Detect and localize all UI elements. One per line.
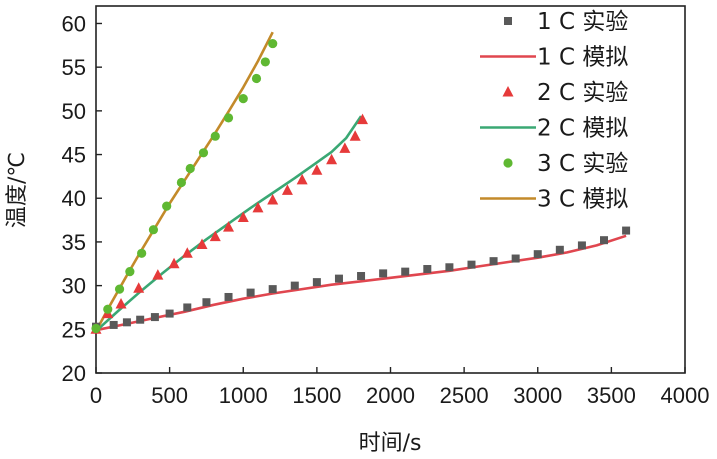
series-line-1 [95,234,627,332]
data-point [115,297,127,309]
series-points-0 [92,226,631,331]
data-point [252,201,264,213]
legend-swatch [503,158,513,168]
y-tick-label: 25 [62,317,86,342]
y-tick-label: 30 [62,274,86,299]
data-point [577,241,586,250]
data-point [379,269,388,278]
data-point [103,304,113,314]
data-point [150,313,159,322]
data-point [296,173,308,185]
data-point [251,73,262,84]
data-point [162,201,172,211]
data-point [268,38,278,49]
data-point [511,254,520,263]
data-point [152,269,164,280]
legend-label: 3 C 模拟 [537,187,628,213]
data-point [165,309,174,318]
data-point [109,320,118,329]
data-point [137,248,147,258]
data-point [268,285,277,294]
data-point [357,272,366,281]
data-point [357,113,369,125]
data-point [223,221,235,232]
data-point [467,260,476,269]
data-point [125,267,135,277]
data-point [339,142,351,153]
x-tick-label: 2000 [366,383,415,408]
data-point [91,323,101,334]
data-point [202,298,211,307]
legend-label: 3 C 实验 [537,151,628,177]
data-point [224,292,233,301]
x-tick-label: 1500 [292,383,341,408]
x-tick-label: 3000 [513,383,562,408]
data-point [290,281,299,290]
legend-swatch [504,17,512,25]
x-axis-title: 时间/s [359,431,422,456]
data-point [423,265,432,274]
series-points-4 [91,38,278,334]
y-tick-label: 40 [62,186,86,211]
data-point [122,318,131,327]
data-point [326,153,338,165]
y-tick-label: 45 [62,143,86,168]
data-point [168,257,180,269]
legend-label: 1 C 模拟 [537,45,628,71]
legend-label: 2 C 实验 [537,80,628,106]
data-point [237,211,249,222]
data-point [489,257,498,266]
y-tick-label: 55 [62,55,86,80]
data-point [209,230,221,242]
data-point [114,284,125,294]
y-axis-ticks: 20 25 30 35 40 45 50 55 60 [62,11,102,386]
x-tick-label: 2500 [440,383,489,408]
data-point [133,282,145,293]
x-tick-label: 0 [90,383,102,408]
x-tick-label: 500 [151,383,188,408]
data-point [334,274,343,283]
data-point [401,267,410,276]
x-tick-label: 3500 [587,383,636,408]
data-point [600,236,609,245]
data-point [183,303,192,312]
data-point [185,163,195,174]
data-point [181,247,193,258]
data-point [196,238,208,250]
data-point [267,193,279,205]
data-point [148,225,159,235]
legend-swatch [502,86,514,97]
series-line-3 [95,115,363,333]
x-tick-label: 1000 [219,383,268,408]
data-point [311,164,323,175]
legend-label: 2 C 模拟 [537,116,628,142]
data-point [210,131,220,141]
data-point [136,315,145,324]
series-layer [90,31,631,334]
data-point [223,113,234,123]
data-point [349,130,361,141]
data-point [246,288,255,297]
y-tick-label: 20 [62,361,86,386]
x-axis-ticks: 0 500 1000 1500 2000 2500 3000 3500 4000 [90,367,710,408]
y-axis-title: 温度/℃ [5,152,30,228]
legend-label: 1 C 实验 [537,9,628,35]
x-tick-label: 4000 [661,383,710,408]
data-point [622,226,631,235]
data-point [312,278,321,287]
data-point [176,177,187,188]
data-point [533,250,542,259]
y-tick-label: 35 [62,230,86,255]
data-point [445,263,454,272]
y-tick-label: 50 [62,99,86,124]
legend: 1 C 实验 1 C 模拟 2 C 实验 2 C 模拟 3 C 实验 3 C 模拟 [480,9,628,213]
data-point [238,94,248,104]
data-point [281,184,293,195]
data-point [555,245,564,254]
y-tick-label: 60 [62,11,86,36]
data-point [198,148,209,158]
data-point [260,57,270,67]
